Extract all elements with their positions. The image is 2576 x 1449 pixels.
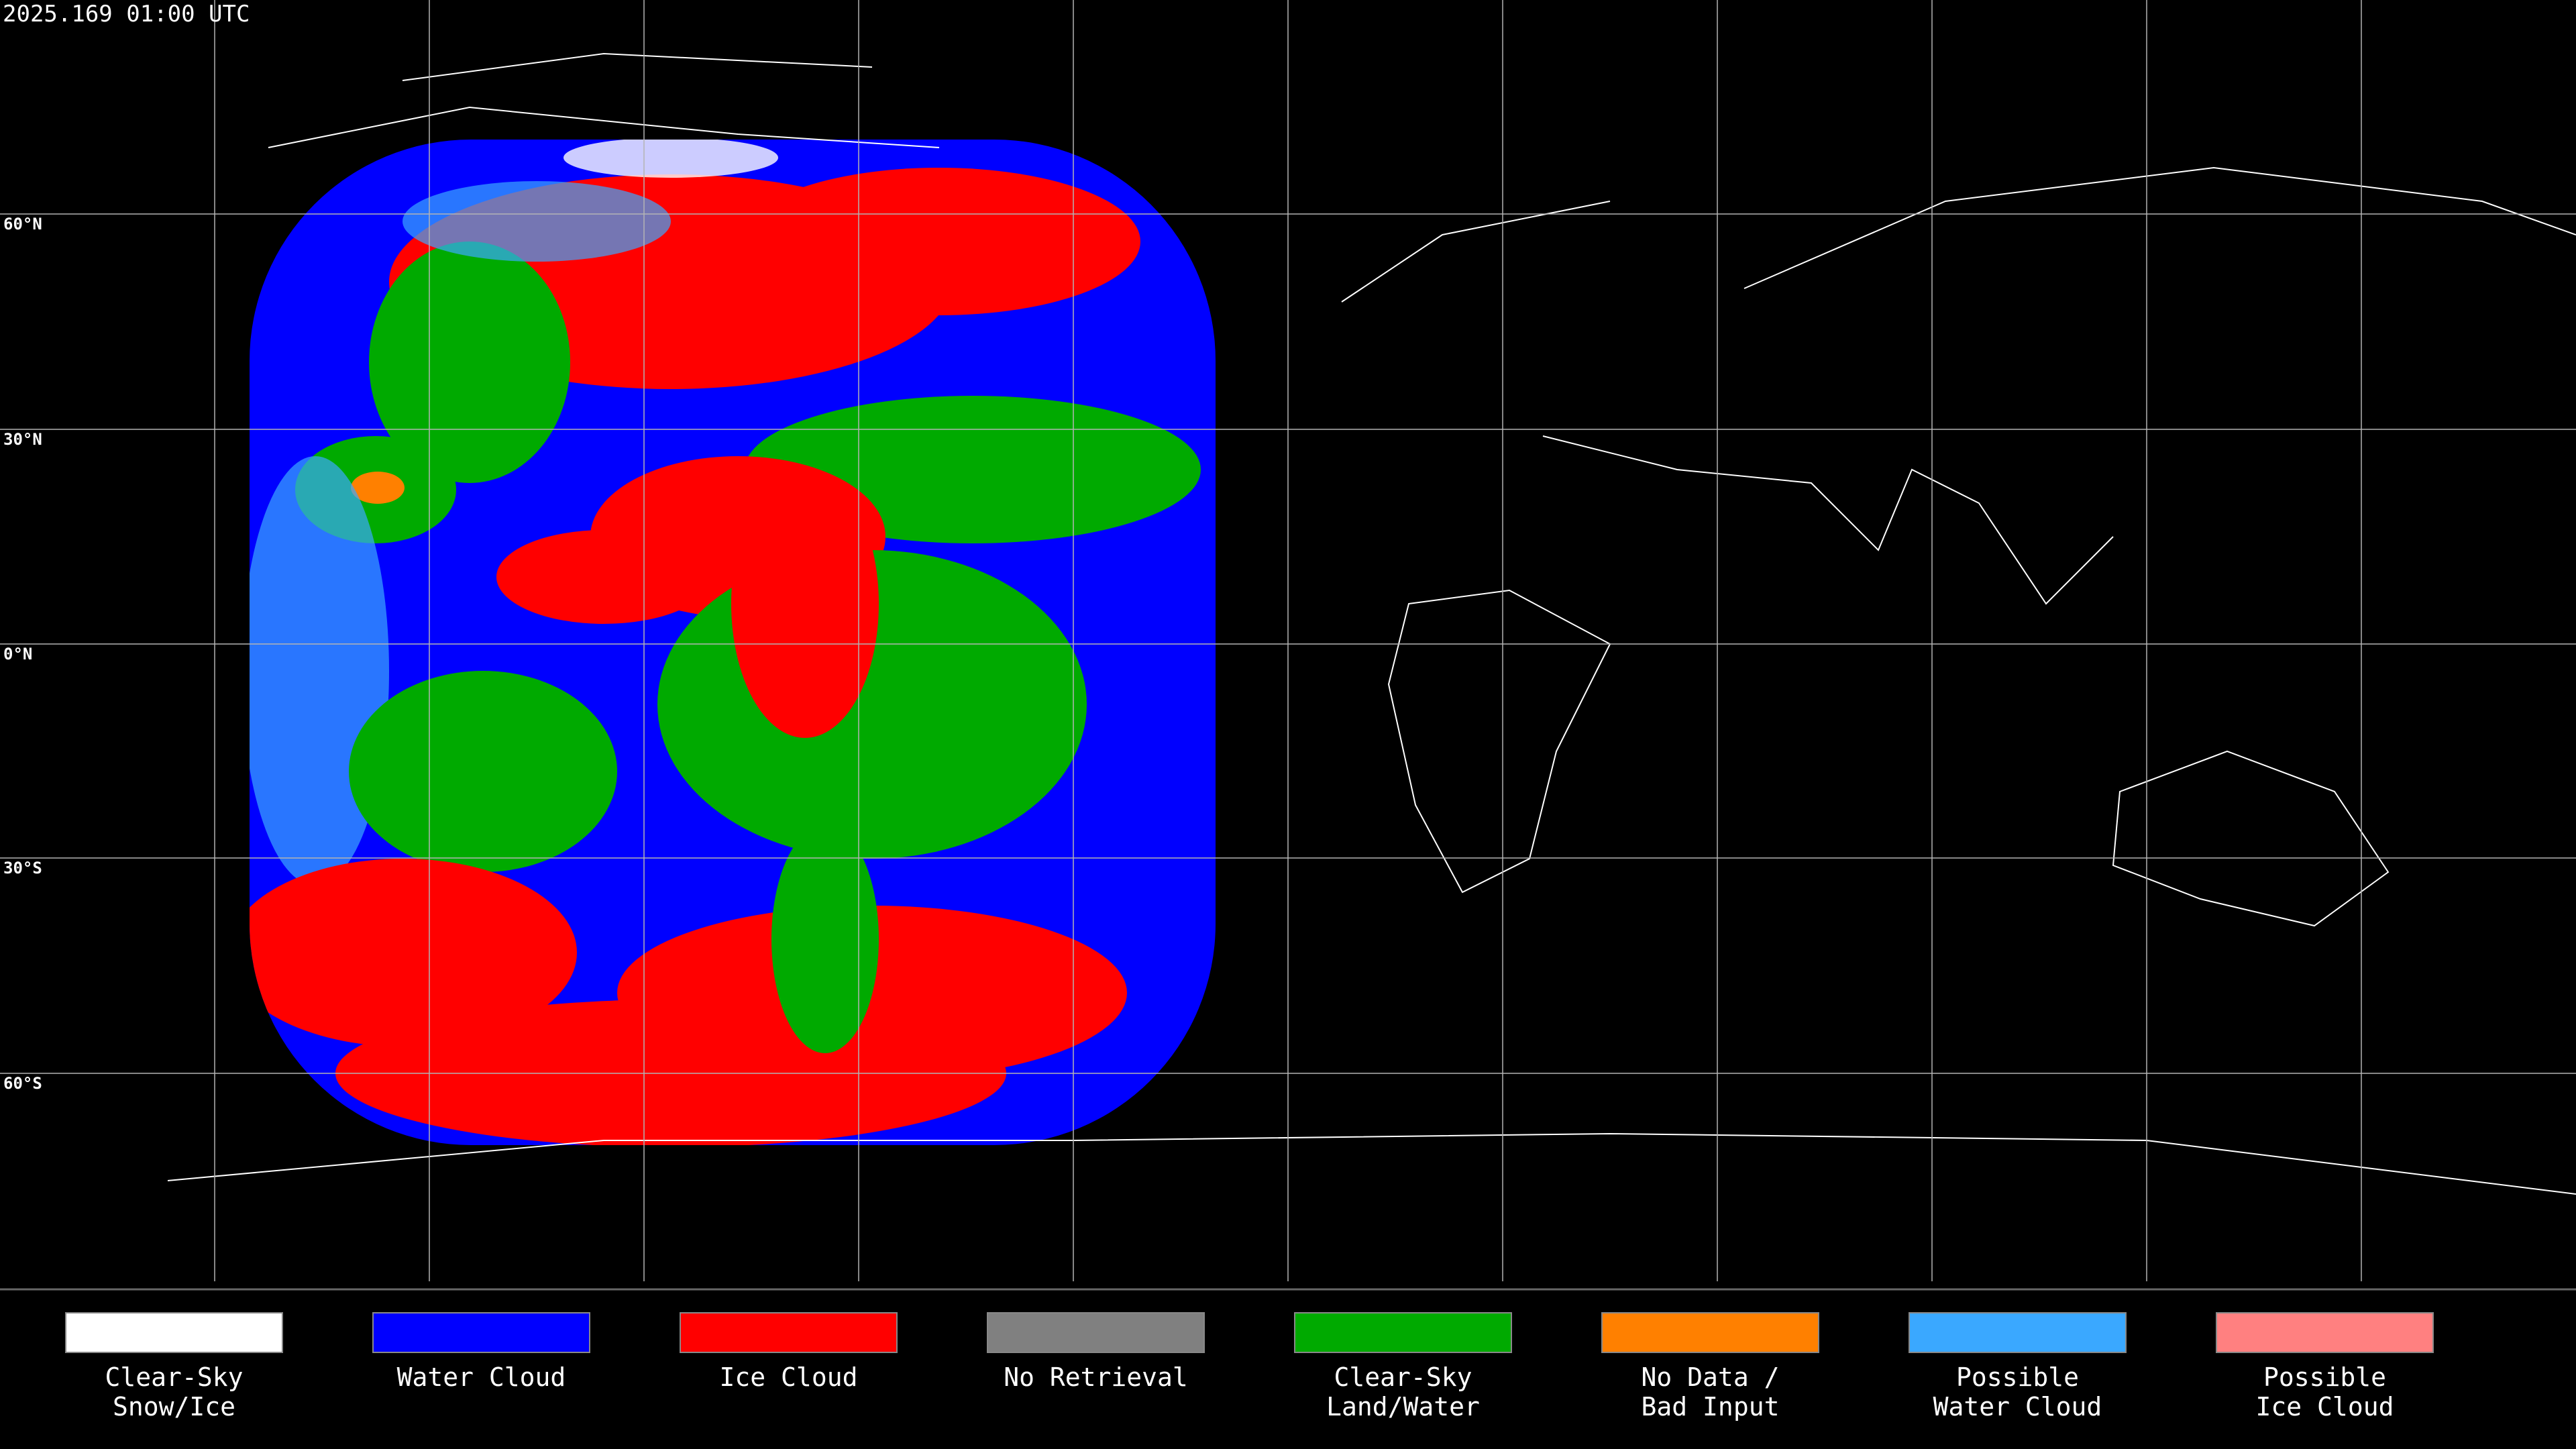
graticule xyxy=(0,0,2576,1281)
legend-swatch xyxy=(65,1312,283,1353)
timestamp: 2025.169 01:00 UTC xyxy=(3,1,250,28)
latitude-labels: 60°N 30°N 0°N 30°S 60°S xyxy=(3,215,42,1093)
legend-label: Clear-Sky xyxy=(1334,1362,1472,1392)
legend-swatch xyxy=(680,1312,898,1353)
legend-label: No Data / xyxy=(1642,1362,1780,1392)
lat-label: 60°N xyxy=(3,215,42,233)
legend-label: Land/Water xyxy=(1326,1392,1480,1421)
legend-label: Snow/Ice xyxy=(113,1392,235,1421)
lat-label: 0°N xyxy=(3,645,32,663)
lat-label: 30°S xyxy=(3,859,42,877)
satellite-image xyxy=(250,140,1216,1145)
legend-label: Water Cloud xyxy=(1933,1392,2102,1421)
legend-label: Possible xyxy=(1956,1362,2079,1392)
lat-label: 60°S xyxy=(3,1074,42,1093)
legend-label: Possible xyxy=(2263,1362,2386,1392)
legend-swatch xyxy=(1909,1312,2127,1353)
legend-swatch xyxy=(372,1312,590,1353)
legend-swatch xyxy=(2216,1312,2434,1353)
legend-label: Water Cloud xyxy=(397,1362,566,1392)
legend-label: Bad Input xyxy=(1642,1392,1780,1421)
legend-swatch xyxy=(987,1312,1205,1353)
lat-label: 30°N xyxy=(3,430,42,449)
legend-label: Ice Cloud xyxy=(720,1362,858,1392)
legend-swatch xyxy=(1601,1312,1819,1353)
legend-swatch xyxy=(1294,1312,1512,1353)
coastlines xyxy=(167,52,2576,1195)
legend-label: Ice Cloud xyxy=(2256,1392,2394,1421)
legend-label: No Retrieval xyxy=(1004,1362,1188,1392)
legend-label: Clear-Sky xyxy=(105,1362,244,1392)
